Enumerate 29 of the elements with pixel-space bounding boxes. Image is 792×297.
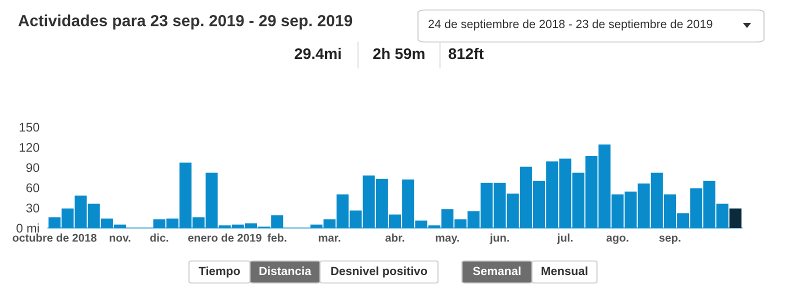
x-tick-label: mar. [318, 236, 340, 242]
text: Semanal [473, 266, 520, 276]
bar [729, 208, 742, 228]
y-tick-label: 30 [26, 204, 40, 212]
text: Distancia [260, 266, 312, 276]
text: Desnivel positivo [331, 266, 428, 278]
x-tick-label: jun. [490, 234, 509, 244]
x-tick-label: dic. [150, 234, 168, 242]
text: Tiempo [198, 266, 240, 278]
y-tick-label: 150 [20, 122, 40, 132]
text: 812ft [448, 48, 484, 60]
text: 24 de septiembre de 2018 - 23 de septiembre de 2019 [428, 20, 712, 30]
y-tick-label: 120 [20, 143, 40, 152]
text: Mensual [542, 266, 588, 276]
text: 29.4mi [294, 48, 341, 60]
x-tick-label: abr. [385, 234, 404, 242]
y-tick-label: 90 [26, 163, 40, 172]
x-tick-label: enero de 2019 [188, 234, 262, 242]
x-tick-label: feb. [267, 234, 286, 242]
y-tick-label: 0 mi [16, 223, 39, 233]
x-tick-label: nov. [110, 236, 130, 242]
chart-title: Actividades para 23 sep. 2019 - 29 sep. 2019 [18, 14, 352, 30]
y-tick-label: 60 [26, 183, 40, 192]
x-tick-label: ago. [606, 236, 628, 244]
x-tick-label: jul. [557, 234, 572, 244]
text: 2h 59m [373, 48, 424, 60]
x-tick-label: sep. [659, 236, 680, 244]
x-tick-label: may. [436, 236, 459, 244]
x-tick-label: octubre de 2018 [12, 234, 97, 242]
